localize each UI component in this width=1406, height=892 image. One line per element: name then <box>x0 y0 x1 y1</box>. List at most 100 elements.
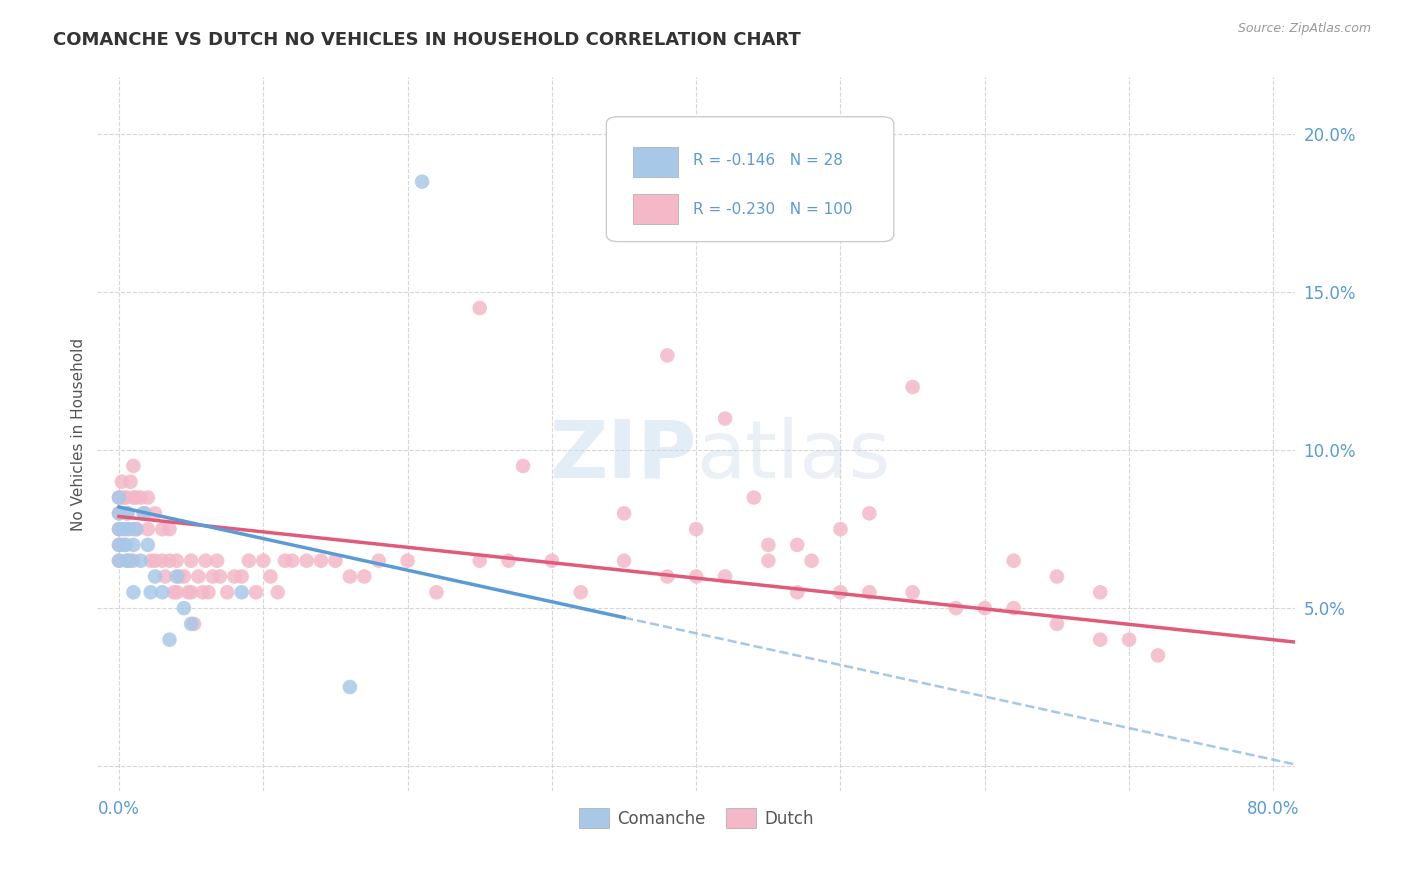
Point <box>325 554 347 568</box>
Point <box>122 585 145 599</box>
Text: Source: ZipAtlas.com: Source: ZipAtlas.com <box>1237 22 1371 36</box>
Point <box>1046 616 1069 631</box>
Point <box>786 538 808 552</box>
FancyBboxPatch shape <box>633 194 678 224</box>
Point <box>742 491 765 505</box>
Point <box>396 554 419 568</box>
Point <box>231 569 253 583</box>
Point <box>786 585 808 599</box>
Point <box>153 569 176 583</box>
Point <box>1118 632 1140 647</box>
Point <box>217 585 239 599</box>
Point <box>139 585 162 599</box>
Point <box>830 522 852 536</box>
Point <box>1002 554 1025 568</box>
Point <box>756 554 779 568</box>
Point <box>657 348 679 362</box>
Point <box>122 458 145 473</box>
Point <box>541 554 564 568</box>
Y-axis label: No Vehicles in Household: No Vehicles in Household <box>72 338 86 531</box>
Point <box>267 585 290 599</box>
Point <box>714 569 737 583</box>
Point <box>125 491 148 505</box>
Point <box>309 554 332 568</box>
Point <box>756 538 779 552</box>
Point <box>166 585 188 599</box>
Point <box>830 585 852 599</box>
Point <box>122 522 145 536</box>
Point <box>129 491 152 505</box>
Point <box>205 554 228 568</box>
Point <box>1147 648 1170 663</box>
Point <box>125 522 148 536</box>
Point <box>187 569 209 583</box>
Point <box>112 522 135 536</box>
Point <box>281 554 304 568</box>
Point <box>339 680 361 694</box>
Point <box>163 585 186 599</box>
Point <box>108 506 131 520</box>
Point <box>800 554 823 568</box>
Point <box>108 491 131 505</box>
Point <box>1046 569 1069 583</box>
Point <box>901 585 924 599</box>
Point <box>150 585 173 599</box>
Text: atlas: atlas <box>696 417 890 495</box>
Point <box>858 585 880 599</box>
Point <box>143 569 166 583</box>
Point <box>180 585 202 599</box>
Point <box>177 585 200 599</box>
Point <box>468 301 491 315</box>
Point <box>108 554 131 568</box>
Point <box>339 569 361 583</box>
Point <box>122 554 145 568</box>
Point <box>1002 601 1025 615</box>
Point <box>194 554 217 568</box>
Point <box>259 569 281 583</box>
Point <box>224 569 246 583</box>
Point <box>274 554 297 568</box>
Point <box>180 554 202 568</box>
Point <box>353 569 375 583</box>
Point <box>132 506 155 520</box>
Point <box>139 554 162 568</box>
Point <box>108 538 131 552</box>
Point <box>252 554 274 568</box>
Point <box>173 601 195 615</box>
Point <box>108 522 131 536</box>
Point <box>108 522 131 536</box>
Point <box>425 585 447 599</box>
Point <box>201 569 224 583</box>
Point <box>108 506 131 520</box>
Point <box>173 569 195 583</box>
Point <box>468 554 491 568</box>
Point <box>973 601 995 615</box>
Point <box>129 554 152 568</box>
Text: R = -0.230   N = 100: R = -0.230 N = 100 <box>693 202 852 217</box>
Point <box>295 554 318 568</box>
Point <box>245 585 267 599</box>
Point <box>115 522 138 536</box>
Point <box>159 632 181 647</box>
Text: COMANCHE VS DUTCH NO VEHICLES IN HOUSEHOLD CORRELATION CHART: COMANCHE VS DUTCH NO VEHICLES IN HOUSEHO… <box>53 31 801 49</box>
FancyBboxPatch shape <box>633 147 678 178</box>
Point <box>208 569 231 583</box>
Point <box>136 538 159 552</box>
Point <box>901 380 924 394</box>
Point <box>191 585 214 599</box>
Point <box>111 475 134 489</box>
Point <box>714 411 737 425</box>
Point <box>115 506 138 520</box>
Point <box>159 554 181 568</box>
Point <box>166 554 188 568</box>
Point <box>120 554 142 568</box>
Point <box>112 491 135 505</box>
Point <box>150 554 173 568</box>
Point <box>512 458 534 473</box>
Point <box>685 522 707 536</box>
Point <box>112 538 135 552</box>
Point <box>108 538 131 552</box>
Text: R = -0.146   N = 28: R = -0.146 N = 28 <box>693 153 842 169</box>
Point <box>231 585 253 599</box>
Point <box>108 554 131 568</box>
